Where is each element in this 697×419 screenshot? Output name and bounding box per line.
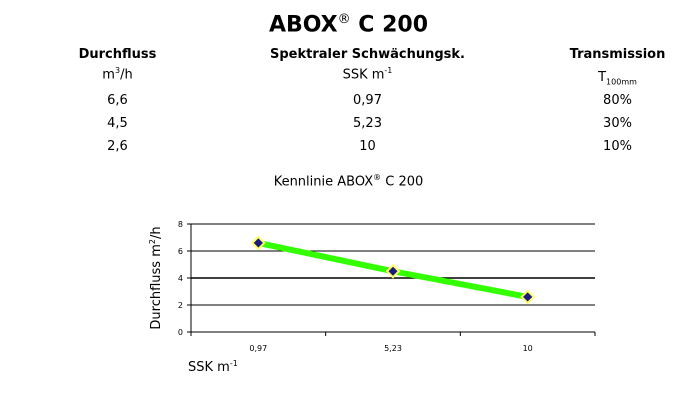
table-cell: 0,97 bbox=[353, 93, 382, 108]
col-header-transmission: Transmission bbox=[569, 47, 666, 62]
table-cell: 4,5 bbox=[107, 116, 128, 131]
x-tick-label: 5,23 bbox=[384, 344, 402, 353]
data-point bbox=[385, 263, 401, 279]
table-cell: 10 bbox=[359, 139, 376, 154]
page-title: ABOX® C 200 bbox=[268, 12, 429, 38]
table-cell: 6,6 bbox=[107, 93, 128, 108]
x-axis-title: SSK m-1 bbox=[188, 359, 238, 375]
col-header-durchfluss: Durchfluss bbox=[78, 47, 157, 62]
table-cell: 5,23 bbox=[353, 116, 382, 131]
table-cell: 80% bbox=[603, 93, 632, 108]
col-unit-transmission: T100mm bbox=[598, 70, 637, 87]
table-cell: 2,6 bbox=[107, 139, 128, 154]
x-tick-label: 0,97 bbox=[249, 344, 267, 353]
col-unit-ssk: SSK m-1 bbox=[342, 66, 393, 83]
x-tick-label: 10 bbox=[523, 344, 533, 353]
table-cell: 30% bbox=[603, 116, 632, 131]
data-point bbox=[250, 235, 266, 251]
y-tick-label: 6 bbox=[178, 247, 183, 256]
y-axis-title: Durchfluss m2/h bbox=[148, 226, 164, 329]
y-tick-label: 0 bbox=[178, 328, 183, 337]
col-unit-durchfluss: m3/h bbox=[102, 66, 133, 83]
y-tick-label: 2 bbox=[178, 301, 183, 310]
col-header-ssk: Spektraler Schwächungsk. bbox=[270, 47, 465, 62]
table-cell: 10% bbox=[603, 139, 632, 154]
data-point bbox=[520, 289, 536, 305]
y-tick-label: 8 bbox=[178, 220, 183, 229]
chart-title: Kennlinie ABOX® C 200 bbox=[273, 173, 424, 190]
y-tick-label: 4 bbox=[178, 274, 183, 283]
